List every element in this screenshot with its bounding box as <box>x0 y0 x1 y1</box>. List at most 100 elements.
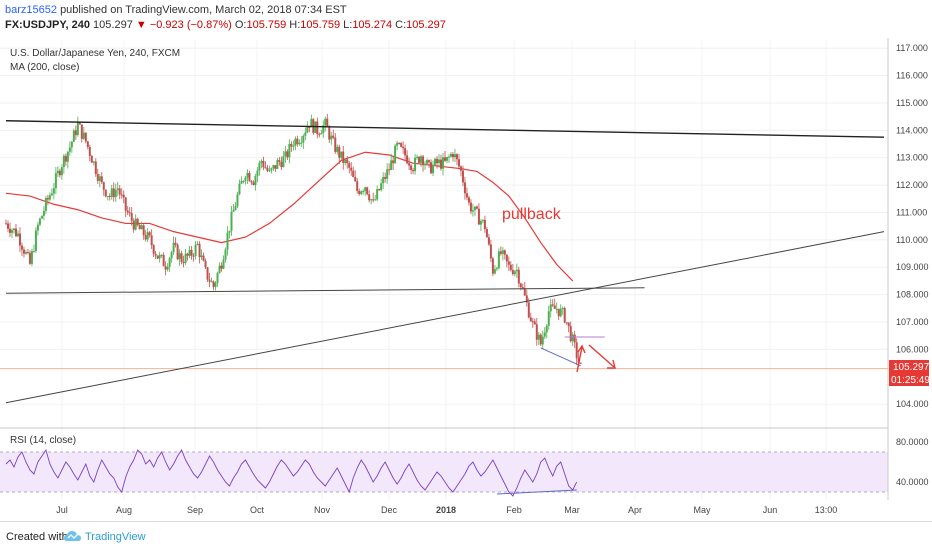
candle-body <box>294 138 297 146</box>
candle-body <box>118 188 121 195</box>
candle-body <box>174 242 177 245</box>
high-value: 105.759 <box>300 19 341 31</box>
candle-body <box>226 232 229 250</box>
time-tick-label: Mar <box>564 505 580 515</box>
candle-body <box>272 165 275 169</box>
ma-legend: MA (200, close) <box>10 62 79 73</box>
candle-body <box>406 155 409 164</box>
candle-body <box>142 225 145 236</box>
candle-body <box>382 177 385 184</box>
price-tick-label: 116.000 <box>896 71 928 81</box>
candle-body <box>440 159 443 169</box>
candle-body <box>467 197 470 203</box>
candle-body <box>220 265 223 269</box>
candle-body <box>390 160 393 171</box>
candle-body <box>238 183 241 195</box>
candle-body <box>70 141 73 148</box>
candle-body <box>328 127 331 140</box>
countdown-text: 01:25:49 <box>891 375 930 386</box>
candle-body <box>74 130 77 136</box>
price-tick-label: 106.000 <box>896 344 929 354</box>
candle-body <box>336 146 339 152</box>
open-label: O: <box>234 19 247 31</box>
candle-body <box>342 151 345 163</box>
candle-body <box>8 228 11 233</box>
candle-body <box>28 252 31 264</box>
candle-body <box>82 132 85 139</box>
tradingview-brand-link[interactable]: TradingView <box>85 531 146 543</box>
candle-body <box>284 151 287 157</box>
chart-area[interactable]: 104.000 106.000 107.000 108.000 109.000 110.0… <box>0 38 932 520</box>
candle-body <box>491 258 494 274</box>
candle-body <box>76 122 79 136</box>
candle-body <box>166 266 169 270</box>
candle-body <box>176 244 179 260</box>
candle-body <box>394 145 397 164</box>
candle-body <box>432 164 435 174</box>
candle-body <box>234 206 237 211</box>
candle-body <box>459 166 462 171</box>
candle-body <box>116 188 119 190</box>
candle-body <box>22 249 25 254</box>
candle-body <box>465 193 468 198</box>
candle-body <box>517 269 520 284</box>
candle-body <box>46 198 49 200</box>
time-axis[interactable]: Jul Aug Sep Oct Nov Dec 2018 Feb Mar Apr May Jun 13:… <box>56 505 837 515</box>
candle-body <box>316 121 319 135</box>
candle-body <box>410 165 413 170</box>
candle-body <box>54 173 57 189</box>
candle-body <box>266 167 269 171</box>
rsi-legend: RSI (14, close) <box>10 435 76 446</box>
author-link[interactable]: barz15652 <box>5 4 57 16</box>
candle-body <box>228 230 231 233</box>
candle-body <box>98 176 101 181</box>
tradingview-cloud-icon[interactable] <box>64 530 82 542</box>
candle-body <box>134 218 137 230</box>
candle-body <box>258 162 261 171</box>
candle-body <box>374 199 377 201</box>
candle-body <box>420 156 423 163</box>
rsi-band <box>0 452 888 492</box>
candle-body <box>499 251 502 254</box>
rsi-tick-label: 40.0000 <box>896 477 929 487</box>
candle-body <box>182 262 185 264</box>
down-arrow-head <box>607 359 616 369</box>
candle-body <box>533 321 536 325</box>
candle-body <box>10 230 13 233</box>
candle-body <box>324 118 327 126</box>
time-tick-label: Aug <box>116 505 132 515</box>
candle-body <box>364 187 367 192</box>
candle-body <box>214 282 217 287</box>
price-tick-label: 115.000 <box>896 98 928 108</box>
candle-body <box>424 163 427 166</box>
close-label: C: <box>395 19 407 31</box>
candle-body <box>561 308 564 310</box>
candle-body <box>256 170 259 177</box>
time-tick-label: 2018 <box>436 505 456 515</box>
candle-body <box>330 135 333 140</box>
candle-body <box>368 194 371 201</box>
candle-body <box>200 255 203 258</box>
candle-body <box>240 181 243 184</box>
candle-body <box>322 125 325 134</box>
candle-body <box>38 218 41 225</box>
publish-text: published on TradingView.com, March 02, … <box>60 4 347 16</box>
candle-body <box>230 211 233 231</box>
chart-svg[interactable]: 104.000 106.000 107.000 108.000 109.000 110.0… <box>0 38 932 520</box>
candle-body <box>505 254 508 262</box>
time-tick-label: Apr <box>628 505 642 515</box>
candle-body <box>252 182 255 185</box>
candle-body <box>58 170 61 176</box>
moving-average-line <box>5 151 574 282</box>
candle-body <box>453 154 456 158</box>
symbol-label[interactable]: FX:USDJPY, 240 <box>5 19 90 31</box>
candle-body <box>208 279 211 282</box>
low-label: L: <box>343 19 353 31</box>
candle-body <box>254 176 257 185</box>
candle-body <box>30 251 33 264</box>
time-tick-label: Jul <box>56 505 68 515</box>
price-axis[interactable]: 104.000 106.000 107.000 108.000 109.000 110.0… <box>896 43 929 409</box>
candle-body <box>26 252 29 254</box>
candle-body <box>56 170 59 174</box>
candle-body <box>545 325 548 333</box>
